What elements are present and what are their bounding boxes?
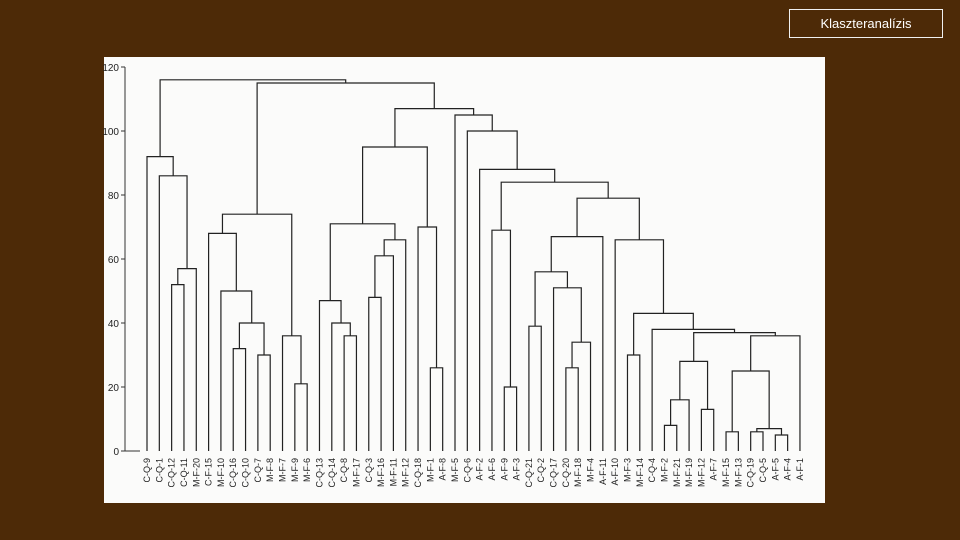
leaf-label: M-F-5	[450, 458, 460, 482]
leaf-label: A-F-5	[770, 458, 780, 481]
leaf-label: C-Q-7	[253, 458, 263, 483]
leaf-label: M-F-8	[265, 458, 275, 482]
leaf-label: M-F-16	[376, 458, 386, 487]
y-tick-label: 60	[108, 255, 120, 266]
leaf-label: C-Q-5	[758, 458, 768, 483]
leaf-label: M-F-6	[302, 458, 312, 482]
leaf-label: A-F-7	[709, 458, 719, 481]
leaf-label: A-F-10	[610, 458, 620, 486]
leaf-label: A-F-2	[475, 458, 485, 481]
leaf-label: M-F-1	[425, 458, 435, 482]
leaf-label: M-F-15	[721, 458, 731, 487]
leaf-label: C-Q-11	[179, 458, 189, 487]
leaf-label: C-Q-10	[241, 458, 251, 488]
leaf-label: M-F-17	[351, 458, 361, 487]
leaf-label: M-F-21	[672, 458, 682, 487]
leaf-label: C-Q-12	[167, 458, 177, 488]
leaf-label: A-F-6	[487, 458, 497, 481]
leaf-label: M-F-12	[696, 458, 706, 487]
slide-title: Klaszteranalízis	[789, 9, 943, 38]
y-tick-label: 100	[102, 127, 119, 138]
leaf-label: C-Q-1	[154, 458, 164, 483]
leaf-label: A-F-4	[783, 458, 793, 481]
leaf-label: A-F-9	[499, 458, 509, 481]
leaf-label: C-Q-4	[647, 458, 657, 483]
leaf-label: M-F-12	[401, 458, 411, 487]
leaf-label: C-Q-18	[413, 458, 423, 488]
leaf-label: A-F-11	[598, 458, 608, 485]
leaf-label: M-F-11	[388, 458, 398, 486]
leaf-label: C-Q-20	[561, 458, 571, 488]
y-tick-label: 0	[113, 447, 119, 458]
merge-link	[159, 79, 347, 157]
y-tick-label: 20	[108, 383, 120, 394]
leaf-label: A-F-1	[795, 458, 805, 481]
leaf-label: M-F-20	[191, 458, 201, 487]
y-tick-label: 80	[108, 191, 120, 202]
leaf-label: C-Q-2	[536, 458, 546, 483]
leaf-label: M-F-9	[290, 458, 300, 482]
leaf-label: C-F-15	[204, 458, 214, 486]
leaf-label: M-F-14	[635, 458, 645, 487]
leaf-label: C-Q-9	[142, 458, 152, 483]
y-tick-label: 40	[108, 319, 120, 330]
leaf-label: M-F-18	[573, 458, 583, 487]
leaf-label: C-Q-13	[314, 458, 324, 488]
leaf-label: M-F-4	[586, 458, 596, 482]
leaf-label: M-F-3	[622, 458, 632, 482]
y-tick-label: 120	[102, 63, 119, 74]
leaf-label: M-F-10	[216, 458, 226, 487]
chart-panel	[104, 57, 825, 503]
leaf-label: M-F-2	[659, 458, 669, 482]
leaf-label: C-Q-17	[549, 458, 559, 488]
leaf-label: A-F-8	[438, 458, 448, 481]
leaf-label: C-Q-8	[339, 458, 349, 483]
leaf-label: C-Q-16	[228, 458, 238, 488]
leaf-label: C-Q-14	[327, 458, 337, 488]
leaf-label: A-F-3	[512, 458, 522, 481]
leaf-label: C-Q-21	[524, 458, 534, 488]
leaf-label: C-Q-3	[364, 458, 374, 483]
leaf-label: M-F-19	[684, 458, 694, 487]
leaf-label: C-Q-6	[462, 458, 472, 483]
leaf-label: M-F-13	[733, 458, 743, 487]
leaf-label: C-Q-19	[746, 458, 756, 488]
leaf-label: M-F-7	[278, 458, 288, 482]
